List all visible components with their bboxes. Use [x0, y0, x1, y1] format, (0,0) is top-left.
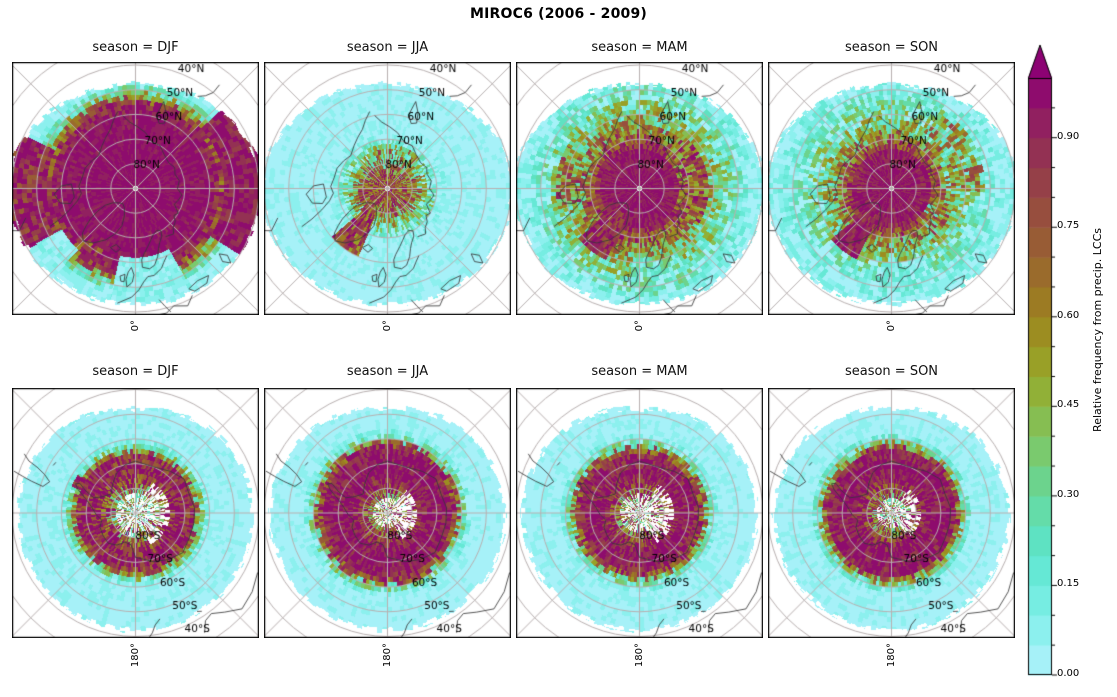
panel-title-north-djf: season = DJF	[92, 40, 179, 55]
colorbar-tick-label: 0.30	[1057, 488, 1080, 500]
map-canvas-south-mam	[516, 388, 763, 638]
panel-xlabel-north-djf: 0°	[129, 320, 141, 332]
figure-title: MIROC6 (2006 - 2009)	[470, 6, 647, 22]
panel-title-north-mam: season = MAM	[591, 40, 688, 55]
panel-title-south-mam: season = MAM	[591, 364, 688, 379]
colorbar-label: Relative frequency from precip. LCCs	[1091, 228, 1104, 432]
colorbar-tick-label: 0.90	[1057, 130, 1080, 142]
panel-title-north-son: season = SON	[844, 40, 939, 55]
map-canvas-north-jja	[264, 62, 511, 315]
panel-xlabel-north-jja: 0°	[381, 320, 393, 332]
map-canvas-south-jja	[264, 388, 511, 638]
panel-xlabel-south-son: 180°	[885, 643, 897, 668]
panel-title-south-son: season = SON	[844, 364, 939, 379]
map-canvas-south-son	[768, 388, 1015, 638]
panel-xlabel-south-djf: 180°	[129, 643, 141, 668]
panel-xlabel-south-jja: 180°	[381, 643, 393, 668]
colorbar-tick-label: 0.75	[1057, 220, 1080, 232]
colorbar-tick-label: 0.15	[1057, 578, 1080, 590]
colorbar-tick-label: 0.60	[1057, 309, 1080, 321]
panel-xlabel-south-mam: 180°	[633, 643, 645, 668]
panel-title-south-jja: season = JJA	[346, 364, 429, 379]
colorbar-tick-label: 0.00	[1057, 668, 1080, 679]
panel-xlabel-north-mam: 0°	[633, 320, 645, 332]
panel-xlabel-north-son: 0°	[885, 320, 897, 332]
map-canvas-north-mam	[516, 62, 763, 315]
map-canvas-south-djf	[12, 388, 259, 638]
colorbar	[1016, 34, 1080, 686]
map-canvas-north-son	[768, 62, 1015, 315]
panel-title-south-djf: season = DJF	[92, 364, 179, 379]
panel-title-north-jja: season = JJA	[346, 40, 429, 55]
map-canvas-north-djf	[12, 62, 259, 315]
colorbar-tick-label: 0.45	[1057, 399, 1080, 411]
